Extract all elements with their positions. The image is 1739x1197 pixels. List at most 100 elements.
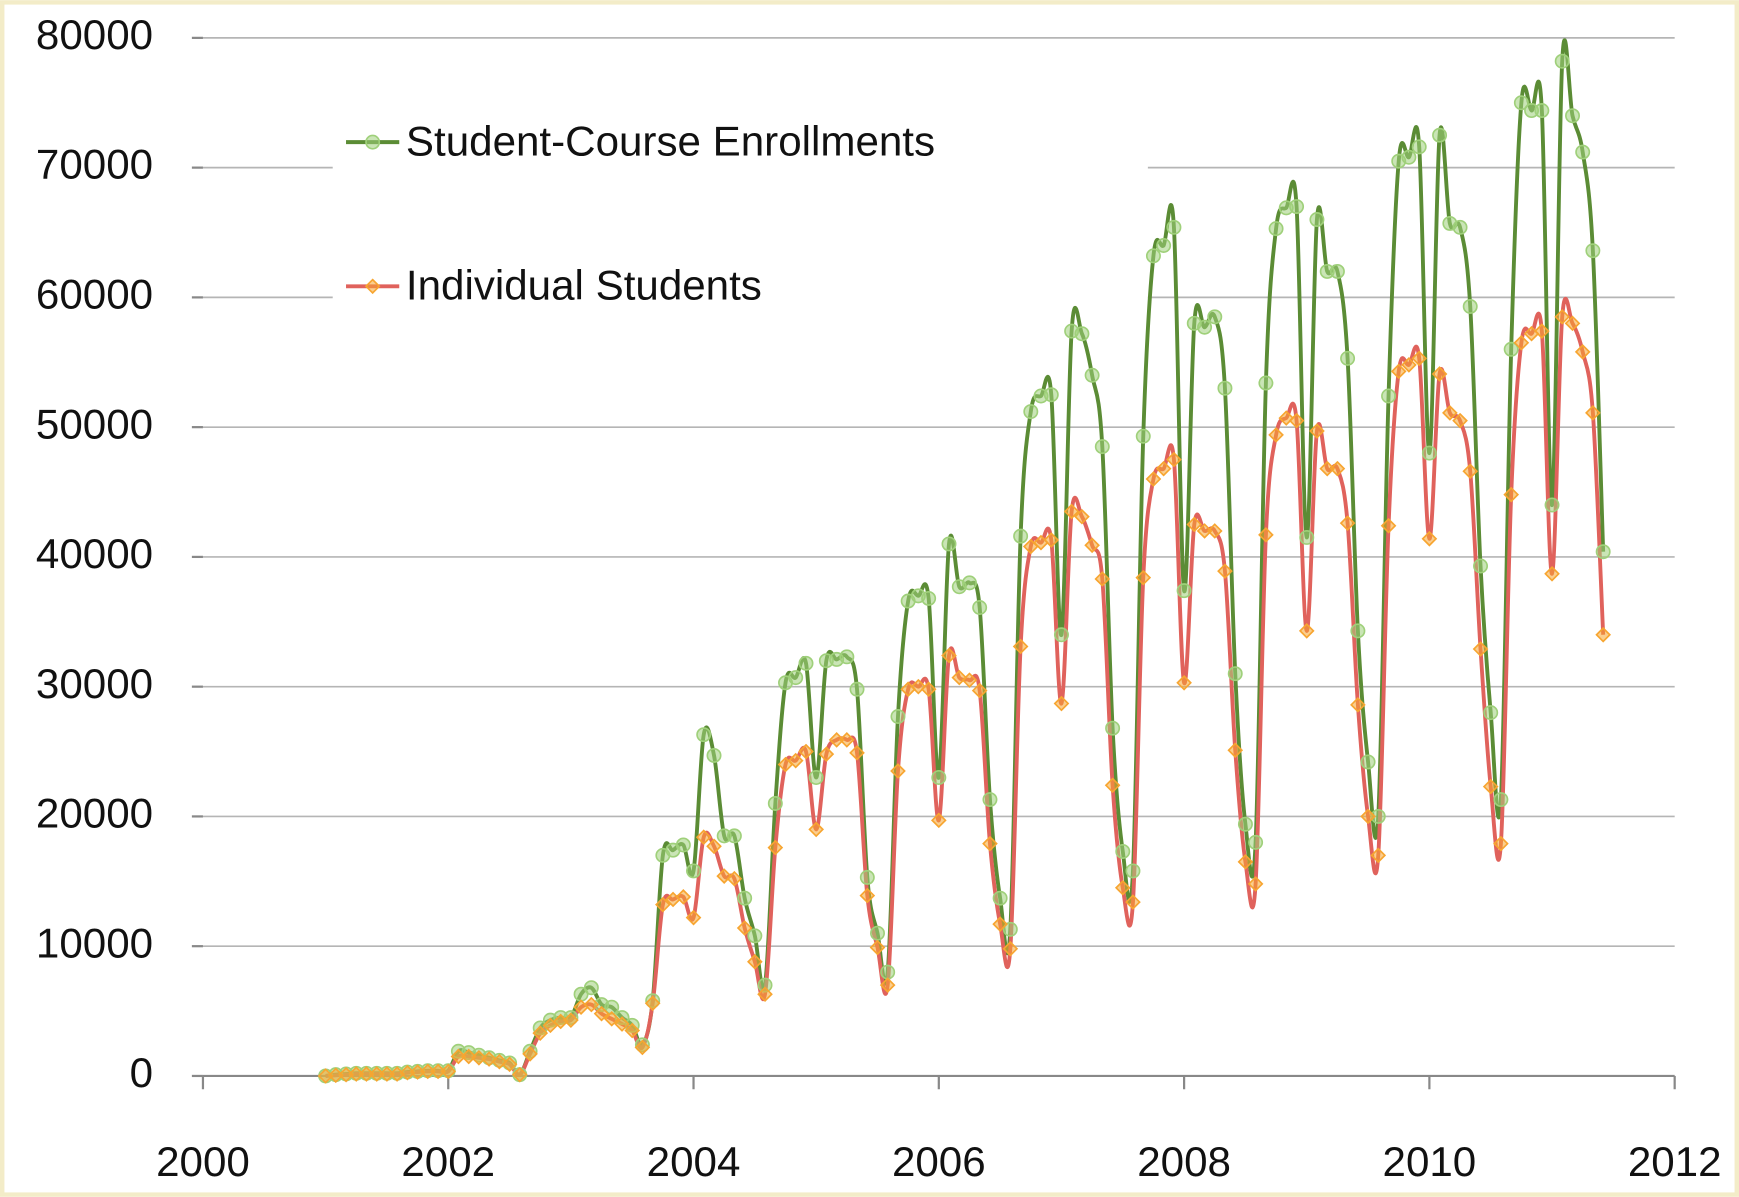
- data-point: [931, 770, 947, 785]
- legend-label: Individual Students: [406, 262, 762, 309]
- data-point: [1462, 463, 1479, 480]
- data-point: [839, 732, 855, 748]
- data-point: [1176, 674, 1192, 691]
- data-point: [1401, 357, 1417, 373]
- data-point: [1483, 705, 1499, 721]
- data-point: [1482, 778, 1499, 795]
- data-point: [880, 964, 896, 980]
- data-point: [1411, 139, 1427, 155]
- data-point: [368, 1066, 385, 1082]
- data-point: [992, 916, 1008, 932]
- data-point: [1554, 309, 1571, 325]
- data-point: [501, 1056, 518, 1073]
- data-point: [1544, 565, 1560, 582]
- data-point: [1350, 697, 1366, 713]
- x-tick-label: 2010: [1383, 1138, 1477, 1185]
- data-point: [1074, 508, 1090, 525]
- data-point: [920, 681, 937, 698]
- data-point: [1452, 219, 1468, 235]
- data-point: [808, 770, 824, 785]
- data-point: [1329, 263, 1345, 279]
- data-point: [1381, 388, 1397, 404]
- data-point: [921, 590, 937, 606]
- data-point: [1564, 315, 1581, 332]
- data-point: [603, 1011, 620, 1027]
- data-point: [1074, 326, 1090, 342]
- data-point: [706, 747, 722, 763]
- data-point: [1329, 460, 1346, 477]
- data-point: [1002, 940, 1019, 957]
- data-point: [1104, 777, 1121, 794]
- data-point: [1574, 344, 1591, 360]
- data-point: [1298, 623, 1315, 639]
- data-point: [726, 870, 743, 887]
- data-point: [583, 996, 600, 1013]
- data-point: [1595, 544, 1611, 560]
- data-point: [1012, 638, 1029, 655]
- data-point: [1053, 695, 1070, 712]
- data-point: [1258, 375, 1274, 391]
- data-point: [1105, 720, 1121, 736]
- data-point: [1513, 95, 1529, 111]
- x-tick-label: 2000: [156, 1138, 250, 1185]
- data-point: [767, 839, 784, 856]
- data-point: [869, 939, 886, 956]
- data-point: [1247, 876, 1264, 892]
- data-point: [695, 829, 712, 846]
- data-point: [1094, 571, 1111, 587]
- data-point: [532, 1025, 549, 1041]
- data-point: [1421, 445, 1437, 461]
- data-point: [583, 980, 599, 996]
- data-point: [1115, 843, 1131, 859]
- data-point: [798, 743, 814, 760]
- data-point: [1534, 103, 1550, 119]
- data-point: [1135, 428, 1151, 444]
- data-point: [798, 655, 814, 671]
- data-point: [1053, 627, 1069, 643]
- data-point: [1360, 808, 1376, 825]
- data-point: [1309, 212, 1325, 228]
- data-point: [1360, 754, 1376, 770]
- data-point: [747, 928, 763, 944]
- data-point: [736, 920, 753, 936]
- data-point: [1503, 486, 1520, 503]
- data-point: [1595, 626, 1612, 643]
- data-point: [1237, 816, 1253, 832]
- data-point: [870, 925, 885, 941]
- data-point: [1390, 363, 1407, 380]
- data-point: [348, 1066, 365, 1082]
- data-point: [1217, 380, 1233, 396]
- data-point: [859, 869, 875, 885]
- y-tick-label: 80000: [36, 11, 153, 58]
- data-point: [1268, 427, 1284, 443]
- data-point: [1166, 451, 1182, 468]
- data-point: [675, 837, 691, 853]
- data-point: [1544, 497, 1560, 513]
- data-point: [1421, 530, 1438, 547]
- data-point: [655, 896, 671, 913]
- data-point: [1534, 323, 1550, 339]
- data-point: [1289, 199, 1305, 215]
- y-tick-label: 0: [130, 1049, 153, 1096]
- data-point: [1227, 742, 1244, 759]
- data-point: [1432, 127, 1448, 143]
- data-point: [1411, 350, 1428, 367]
- data-point: [1145, 471, 1162, 487]
- data-point: [941, 536, 957, 552]
- data-point: [450, 1048, 467, 1065]
- data-point: [961, 575, 977, 591]
- data-point: [1268, 221, 1284, 237]
- data-point: [1043, 387, 1059, 403]
- data-point: [1258, 527, 1274, 543]
- data-point: [982, 792, 998, 808]
- data-point: [696, 727, 712, 743]
- data-point: [1166, 219, 1182, 235]
- data-point: [1063, 503, 1080, 520]
- data-point: [972, 600, 988, 616]
- data-point: [1196, 523, 1213, 539]
- data-point: [593, 1005, 610, 1022]
- data-point: [1207, 309, 1223, 325]
- data-point: [1299, 529, 1315, 545]
- data-point: [828, 732, 845, 748]
